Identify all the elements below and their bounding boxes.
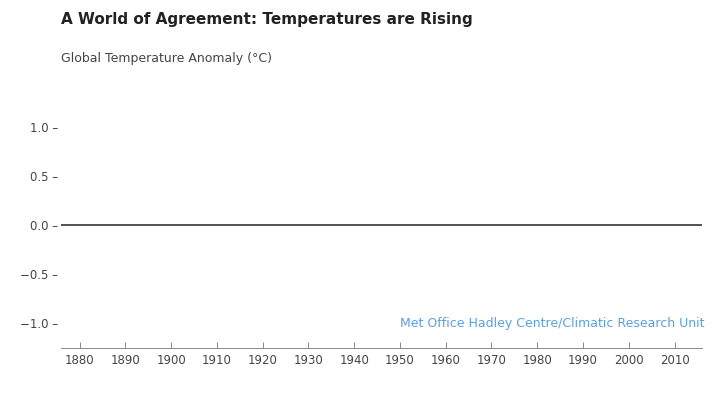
Text: Met Office Hadley Centre/Climatic Research Unit: Met Office Hadley Centre/Climatic Resear… bbox=[400, 317, 704, 330]
Text: A World of Agreement: Temperatures are Rising: A World of Agreement: Temperatures are R… bbox=[61, 12, 473, 27]
Text: Global Temperature Anomaly (°C): Global Temperature Anomaly (°C) bbox=[61, 52, 272, 65]
